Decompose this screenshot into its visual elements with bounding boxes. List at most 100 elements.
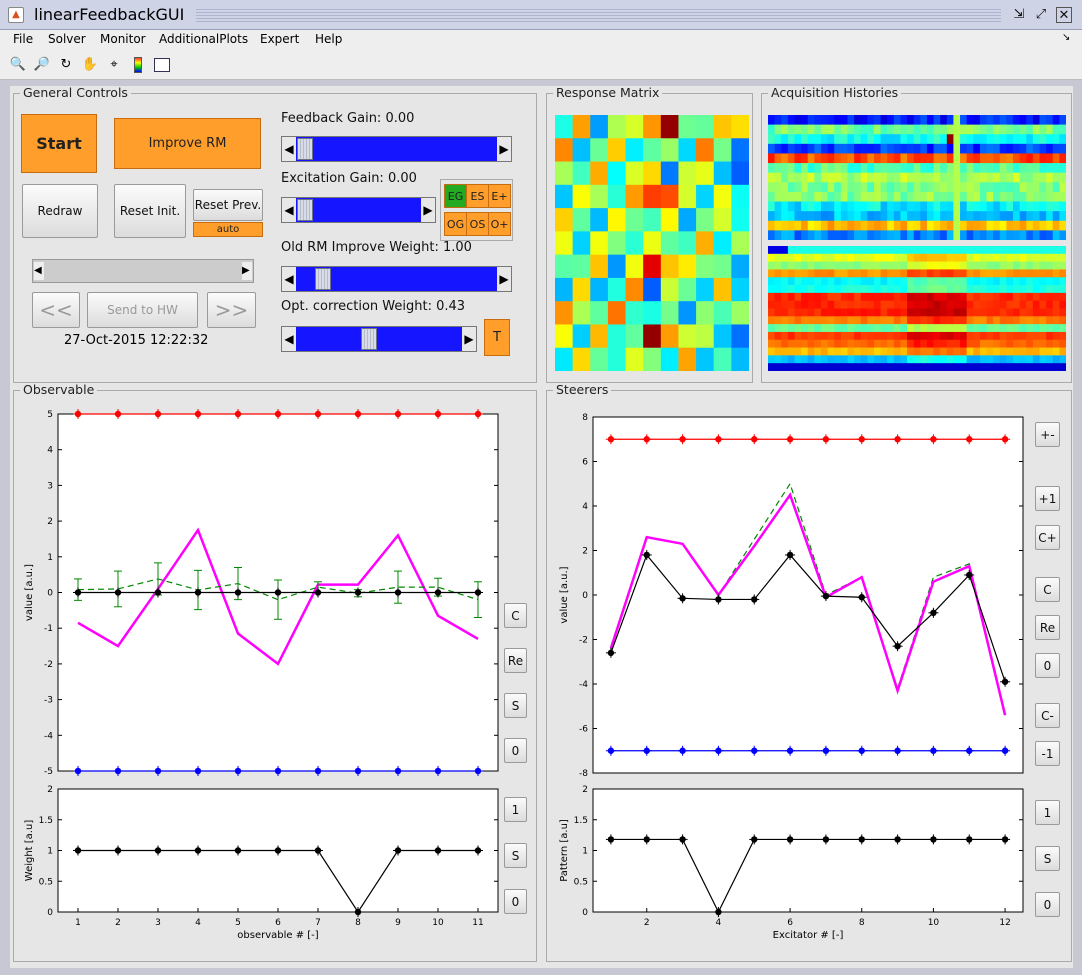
scroll-left-icon[interactable]: ◀ [34, 262, 44, 280]
feedback-gain-slider[interactable]: ◀ ▶ [281, 136, 512, 162]
old-rm-weight-slider[interactable]: ◀ ▶ [281, 266, 512, 292]
acquisition-history-top[interactable] [768, 115, 1066, 240]
st-c-minus-button[interactable]: C- [1035, 703, 1060, 728]
redraw-button[interactable]: Redraw [22, 184, 98, 238]
heatmap-cell [893, 246, 902, 255]
st-c-button[interactable]: C [1035, 577, 1060, 602]
acquisition-history-bottom[interactable] [768, 246, 1066, 371]
st-zero-button[interactable]: 0 [1035, 653, 1060, 678]
menu-help[interactable]: Help [315, 32, 343, 46]
obs-weight-zero-button[interactable]: 0 [504, 889, 527, 914]
es-button[interactable]: ES [466, 184, 489, 208]
start-button[interactable]: Start [21, 114, 97, 173]
y-tick-label: 4 [47, 446, 53, 456]
obs-weight-one-button[interactable]: 1 [504, 797, 527, 822]
heatmap-cell [840, 347, 849, 356]
slider-right-icon[interactable]: ▶ [497, 137, 511, 161]
heatmap-cell [814, 246, 822, 255]
heatmap-cell [643, 347, 662, 371]
scroll-right-icon[interactable]: ▶ [242, 262, 252, 280]
slider-thumb[interactable] [315, 268, 331, 290]
improve-rm-button[interactable]: Improve RM [114, 118, 261, 169]
st-weight-zero-button[interactable]: 0 [1035, 892, 1060, 917]
slider-left-icon[interactable]: ◀ [282, 327, 296, 351]
heatmap-cell [660, 277, 680, 302]
zoom-out-icon[interactable]: 🔎 [33, 57, 51, 72]
obs-re-button[interactable]: Re [504, 648, 527, 673]
maximize-icon[interactable]: ⤢ [1035, 7, 1047, 22]
heatmap-cell [807, 220, 815, 231]
heatmap-cell [781, 253, 789, 263]
heatmap-cell [940, 285, 948, 294]
st-c-plus-button[interactable]: C+ [1035, 525, 1060, 550]
heatmap-cell [555, 208, 574, 232]
e-plus-button[interactable]: E+ [488, 184, 511, 208]
slider-thumb[interactable] [361, 328, 377, 350]
st-plus-minus-button[interactable]: +- [1035, 422, 1060, 447]
toolbar: 🔍 🔎 ↻ ✋ ⌖ [0, 50, 1082, 80]
slider-right-icon[interactable]: ▶ [421, 198, 435, 222]
slider-thumb[interactable] [297, 138, 313, 160]
history-scrollbar[interactable]: ◀ ▶ [32, 259, 254, 283]
eg-button[interactable]: EG [444, 184, 467, 208]
obs-weight-s-button[interactable]: S [504, 843, 527, 868]
excitation-gain-slider[interactable]: ◀ ▶ [281, 197, 436, 223]
heatmap-cell [572, 231, 591, 256]
heatmap-cell [867, 300, 875, 310]
st-plus-one-button[interactable]: +1 [1035, 486, 1060, 511]
slider-thumb[interactable] [297, 199, 313, 221]
next-button[interactable]: >> [207, 292, 256, 328]
heatmap-cell [933, 201, 941, 212]
heatmap-cell [696, 115, 715, 139]
st-re-button[interactable]: Re [1035, 615, 1060, 640]
obs-s-button[interactable]: S [504, 693, 527, 718]
rotate-icon[interactable]: ↻ [60, 57, 72, 72]
heatmap-cell [913, 143, 921, 155]
pan-icon[interactable]: ✋ [81, 57, 99, 72]
data-cursor-icon[interactable]: ⌖ [110, 57, 118, 72]
slider-right-icon[interactable]: ▶ [462, 327, 476, 351]
st-minus-one-button[interactable]: -1 [1035, 741, 1060, 766]
menu-file[interactable]: File [13, 32, 34, 46]
st-weight-s-button[interactable]: S [1035, 846, 1060, 871]
reset-init-button[interactable]: Reset Init. [114, 184, 186, 238]
menu-solver[interactable]: Solver [48, 32, 86, 46]
obs-zero-button[interactable]: 0 [504, 738, 527, 763]
send-to-hw-button[interactable]: Send to HW [87, 292, 198, 328]
y-tick-label: 0 [582, 591, 588, 601]
obs-c-button[interactable]: C [504, 603, 527, 628]
menu-additionalplots[interactable]: AdditionalPlots [159, 32, 249, 46]
prev-button[interactable]: << [32, 292, 80, 328]
legend-icon[interactable] [153, 56, 171, 74]
o-plus-button[interactable]: O+ [488, 212, 511, 236]
slider-left-icon[interactable]: ◀ [282, 137, 296, 161]
slider-left-icon[interactable]: ◀ [282, 198, 296, 222]
response-matrix-heatmap[interactable] [555, 115, 749, 371]
zoom-in-icon[interactable]: 🔍 [9, 57, 27, 72]
reset-prev-button[interactable]: Reset Prev. [193, 189, 263, 221]
close-icon[interactable]: ✕ [1056, 7, 1072, 23]
minimize-icon[interactable]: ⇲ [1013, 7, 1025, 22]
slider-right-icon[interactable]: ▶ [497, 267, 511, 291]
os-button[interactable]: OS [466, 212, 489, 236]
og-button[interactable]: OG [444, 212, 467, 236]
t-button[interactable]: T [484, 319, 510, 356]
menu-monitor[interactable]: Monitor [100, 32, 146, 46]
auto-toggle[interactable]: auto [193, 222, 263, 237]
series-line [77, 578, 479, 601]
heatmap-cell [1032, 269, 1041, 278]
heatmap-cell [953, 269, 961, 278]
opt-correction-weight-slider[interactable]: ◀ ▶ [281, 326, 477, 352]
y-tick-label: -1 [44, 624, 53, 634]
slider-left-icon[interactable]: ◀ [282, 267, 296, 291]
x-tick-label: 11 [472, 918, 483, 928]
dock-arrow-icon[interactable]: ↘ [1062, 32, 1071, 43]
colorbar-icon[interactable] [129, 56, 147, 74]
response-matrix-panel: Response Matrix [546, 86, 753, 383]
menu-expert[interactable]: Expert [260, 32, 300, 46]
st-weight-one-button[interactable]: 1 [1035, 800, 1060, 825]
